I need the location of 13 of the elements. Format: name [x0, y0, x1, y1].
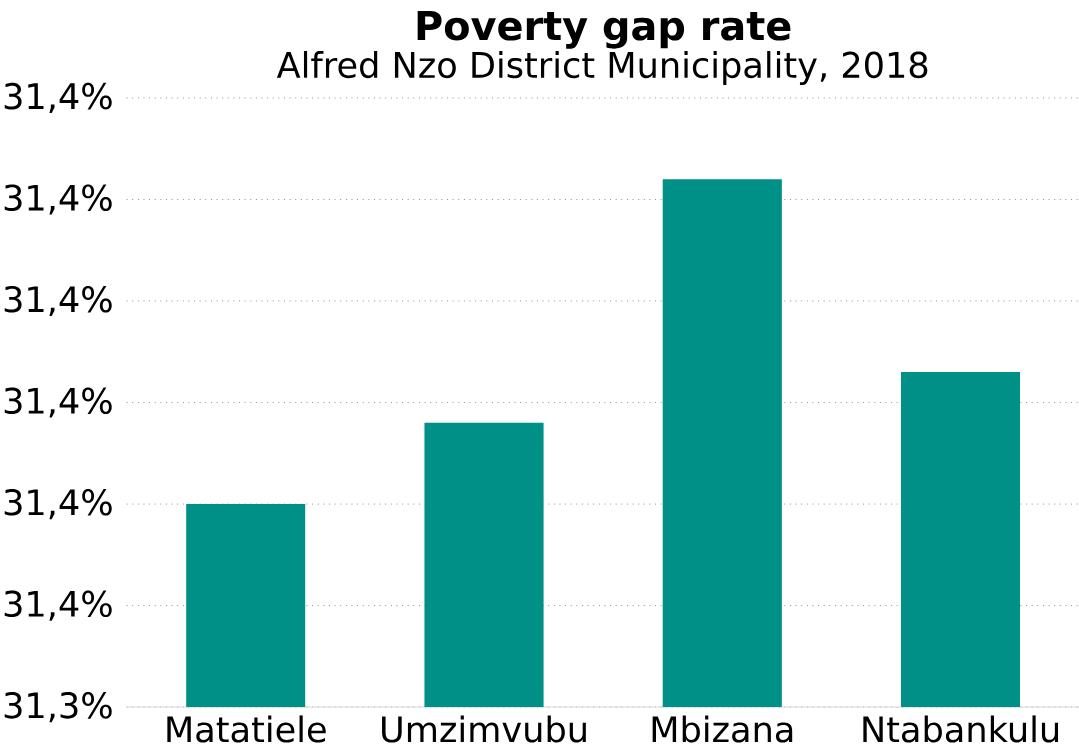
y-tick-label: 31,4%: [4, 387, 112, 418]
x-tick-label: Umzimvubu: [382, 715, 586, 743]
y-tick-label: 31,4%: [4, 489, 112, 520]
y-tick-label: 31,4%: [4, 184, 112, 215]
x-tick-label: Matatiele: [167, 715, 326, 743]
y-tick-label: 31,4%: [4, 590, 112, 621]
x-tick-label: Ntabankulu: [863, 715, 1059, 743]
y-tick-label: 31,4%: [4, 286, 112, 317]
chart-subtitle: Alfred Nzo District Municipality, 2018: [276, 51, 928, 86]
chart-title: Poverty gap rate: [417, 11, 791, 49]
x-tick-label: Mbizana: [652, 715, 793, 743]
y-tick-label: 31,4%: [4, 82, 112, 114]
y-tick-label: 31,3%: [4, 692, 112, 723]
